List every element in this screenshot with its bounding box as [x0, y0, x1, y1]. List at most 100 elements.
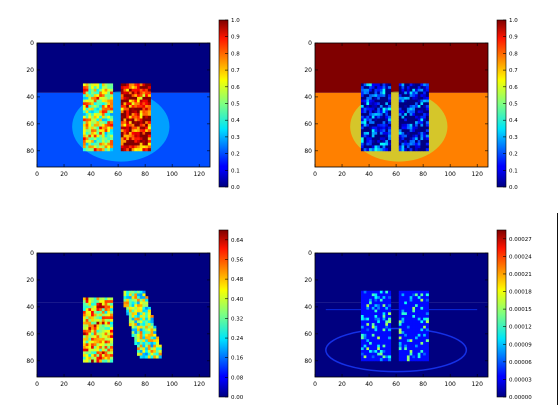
- heatmap-cell: [360, 309, 365, 313]
- heatmap-cell: [412, 102, 416, 106]
- heatmap-cell: [128, 118, 133, 122]
- heatmap-cell: [379, 110, 383, 114]
- heatmap-region-1: [360, 290, 392, 362]
- heatmap-cell: [153, 355, 157, 359]
- heatmap-cell: [425, 129, 429, 133]
- heatmap-cell: [415, 137, 419, 141]
- heatmap-cell: [109, 145, 114, 149]
- heatmap-cell: [379, 113, 383, 117]
- heatmap-cell: [377, 129, 381, 133]
- heatmap-cell: [82, 115, 87, 119]
- heatmap-cell: [101, 86, 105, 90]
- heatmap-cell: [425, 293, 429, 297]
- heatmap-cell: [415, 107, 419, 111]
- heatmap-cell: [387, 134, 392, 138]
- heatmap-cell: [401, 293, 405, 297]
- heatmap-cell: [137, 121, 141, 125]
- heatmap-cell: [120, 145, 124, 149]
- heatmap-cell: [131, 105, 135, 109]
- heatmap-cell: [374, 105, 378, 109]
- heatmap-cell: [101, 131, 105, 136]
- heatmap-cell: [385, 91, 389, 95]
- heatmap-cell: [131, 115, 135, 119]
- heatmap-cell: [147, 131, 151, 136]
- heatmap-cell: [420, 306, 424, 311]
- heatmap-cell: [417, 123, 421, 127]
- heatmap-cell: [96, 129, 100, 133]
- heatmap-cell: [93, 356, 97, 360]
- heatmap-cell: [128, 140, 133, 144]
- heatmap-cell: [120, 137, 124, 141]
- heatmap-cell: [385, 323, 389, 327]
- heatmap-cell: [425, 347, 429, 351]
- heatmap-cell: [85, 131, 89, 136]
- heatmap-cell: [371, 102, 375, 106]
- heatmap-cell: [109, 343, 114, 347]
- heatmap-cell: [107, 340, 111, 344]
- heatmap-cell: [104, 340, 108, 344]
- heatmap-cell: [93, 91, 97, 95]
- heatmap-cell: [360, 102, 365, 106]
- heatmap-cell: [366, 309, 370, 313]
- heatmap-cell: [379, 94, 383, 98]
- heatmap-cell: [88, 319, 92, 323]
- heatmap-cell: [150, 336, 154, 340]
- heatmap-cell: [360, 86, 365, 90]
- heatmap-cell: [382, 347, 386, 351]
- heatmap-cell: [385, 331, 389, 335]
- heatmap-cell: [412, 347, 416, 351]
- heatmap-cell: [131, 88, 135, 92]
- heatmap-cell: [137, 96, 141, 101]
- heatmap-cell: [93, 131, 97, 136]
- heatmap-cell: [107, 319, 111, 323]
- heatmap-cell: [101, 83, 105, 87]
- heatmap-cell: [137, 331, 141, 335]
- heatmap-cell: [398, 315, 402, 319]
- heatmap-cell: [85, 316, 89, 320]
- x-tick-label: 40: [87, 171, 95, 178]
- heatmap-cell: [382, 304, 386, 308]
- heatmap-cell: [423, 105, 427, 109]
- heatmap-cell: [126, 94, 130, 98]
- heatmap-cell: [131, 121, 135, 125]
- heatmap-cell: [425, 344, 429, 348]
- heatmap-cell: [404, 94, 408, 98]
- heatmap-cell: [147, 328, 151, 332]
- heatmap-cell: [104, 332, 108, 336]
- heatmap-cell: [88, 115, 92, 119]
- heatmap-cell: [120, 96, 124, 101]
- heatmap-cell: [145, 320, 149, 324]
- heatmap-cell: [134, 328, 138, 332]
- x-tick-label: 80: [141, 171, 149, 178]
- heatmap-cell: [107, 348, 111, 352]
- heatmap-cell: [382, 99, 386, 103]
- heatmap-cell: [128, 301, 133, 305]
- heatmap-cell: [371, 325, 375, 329]
- heatmap-cell: [374, 352, 378, 356]
- heatmap-cell: [401, 110, 405, 114]
- heatmap-cell: [385, 312, 389, 316]
- colorbar-tick-label: 0.6: [231, 85, 240, 91]
- heatmap-cell: [101, 302, 105, 306]
- heatmap-cell: [423, 350, 427, 354]
- heatmap-cell: [382, 142, 386, 146]
- heatmap-cell: [88, 118, 92, 122]
- heatmap-cell: [363, 118, 367, 122]
- heatmap-cell: [142, 336, 146, 340]
- heatmap-cell: [377, 306, 381, 311]
- heatmap-cell: [107, 148, 111, 152]
- heatmap-cell: [93, 343, 97, 347]
- heatmap-cell: [158, 350, 162, 354]
- heatmap-cell: [417, 358, 421, 362]
- heatmap-cell: [369, 298, 373, 302]
- heatmap-cell: [412, 350, 416, 354]
- y-tick-label: 20: [304, 67, 312, 74]
- heatmap-cell: [415, 333, 419, 337]
- heatmap-cell: [425, 137, 429, 141]
- heatmap-halo: [325, 327, 468, 373]
- heatmap-cell: [101, 96, 105, 101]
- heatmap-cell: [412, 107, 416, 111]
- heatmap-cell: [409, 298, 413, 302]
- heatmap-cell: [366, 145, 370, 149]
